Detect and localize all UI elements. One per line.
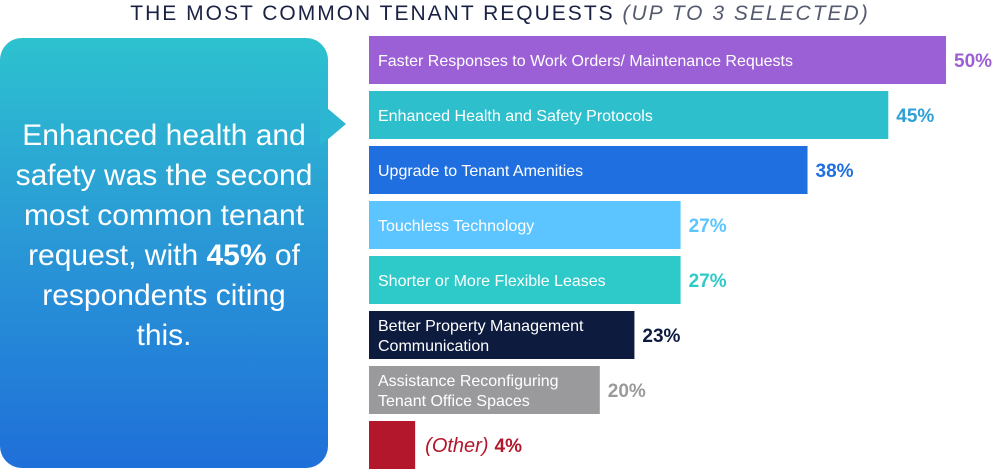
bar-value-7: 20% bbox=[608, 381, 646, 402]
bar-label-5: Shorter or More Flexible Leases bbox=[378, 273, 606, 290]
bar-value-2: 45% bbox=[896, 106, 934, 127]
bar-value-8: 4% bbox=[495, 436, 523, 457]
bar-value-6: 23% bbox=[642, 326, 680, 347]
callout-text: Enhanced health and safety was the secon… bbox=[14, 116, 314, 356]
bar-3 bbox=[369, 146, 808, 194]
bar-5 bbox=[369, 256, 681, 304]
bar-7 bbox=[369, 366, 600, 414]
bar-4 bbox=[369, 201, 681, 249]
chart-title: THE MOST COMMON TENANT REQUESTS (UP TO 3… bbox=[0, 2, 1000, 26]
bar-8 bbox=[369, 421, 416, 469]
bar-6 bbox=[369, 311, 635, 359]
bar-value-1: 50% bbox=[954, 51, 992, 72]
bar-label-1: Faster Responses to Work Orders/ Mainten… bbox=[378, 53, 793, 70]
bar-label-4: Touchless Technology bbox=[378, 218, 534, 235]
chart-title-main: THE MOST COMMON TENANT REQUESTS bbox=[130, 2, 615, 25]
bar-label-3: Upgrade to Tenant Amenities bbox=[378, 163, 583, 180]
callout-highlight: 45% bbox=[206, 239, 267, 272]
callout-text-after: of respondents citing this. bbox=[42, 239, 300, 352]
callout-box bbox=[0, 38, 328, 468]
bar-value-3: 38% bbox=[816, 161, 854, 182]
bar-value-4: 27% bbox=[689, 216, 727, 237]
bar-label-6: Better Property Management Communication bbox=[378, 318, 584, 355]
bar-label-7: Assistance Reconfiguring Tenant Office Sp… bbox=[378, 373, 559, 410]
bar-1 bbox=[369, 36, 946, 84]
chart-title-note: (UP TO 3 SELECTED) bbox=[622, 2, 870, 25]
bar-value-5: 27% bbox=[689, 271, 727, 292]
bar-label-2: Enhanced Health and Safety Protocols bbox=[378, 108, 653, 125]
callout-pointer bbox=[320, 102, 346, 146]
callout-text-before: Enhanced health and safety was the secon… bbox=[15, 119, 313, 272]
bar-2 bbox=[369, 91, 889, 139]
bar-label-8: (Other) bbox=[425, 435, 488, 457]
